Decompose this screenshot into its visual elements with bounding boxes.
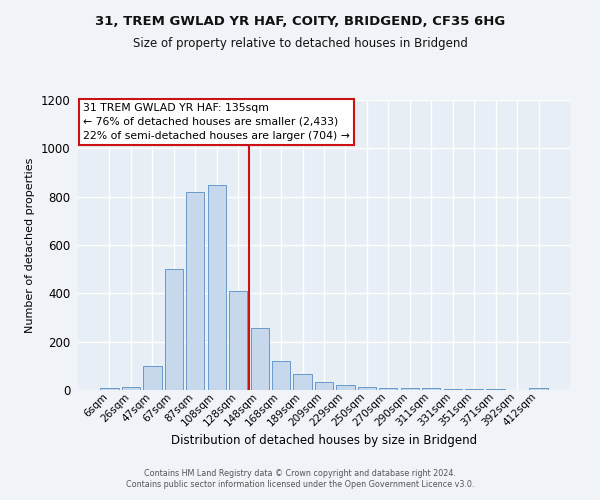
Text: Contains HM Land Registry data © Crown copyright and database right 2024.: Contains HM Land Registry data © Crown c… xyxy=(144,468,456,477)
Bar xyxy=(208,184,226,390)
Bar xyxy=(358,387,376,390)
Bar xyxy=(337,384,355,390)
Bar xyxy=(100,388,119,390)
Bar xyxy=(251,328,269,390)
Bar xyxy=(122,387,140,390)
Bar xyxy=(465,389,483,390)
Text: 31, TREM GWLAD YR HAF, COITY, BRIDGEND, CF35 6HG: 31, TREM GWLAD YR HAF, COITY, BRIDGEND, … xyxy=(95,15,505,28)
Y-axis label: Number of detached properties: Number of detached properties xyxy=(25,158,35,332)
Bar xyxy=(165,269,183,390)
Bar xyxy=(379,388,397,390)
Bar xyxy=(143,366,161,390)
X-axis label: Distribution of detached houses by size in Bridgend: Distribution of detached houses by size … xyxy=(171,434,477,447)
Bar xyxy=(293,374,311,390)
Bar xyxy=(443,389,462,390)
Text: 31 TREM GWLAD YR HAF: 135sqm
← 76% of detached houses are smaller (2,433)
22% of: 31 TREM GWLAD YR HAF: 135sqm ← 76% of de… xyxy=(83,103,350,141)
Bar xyxy=(401,388,419,390)
Bar xyxy=(529,388,548,390)
Bar xyxy=(487,389,505,390)
Bar xyxy=(315,382,333,390)
Text: Contains public sector information licensed under the Open Government Licence v3: Contains public sector information licen… xyxy=(126,480,474,489)
Bar xyxy=(422,388,440,390)
Text: Size of property relative to detached houses in Bridgend: Size of property relative to detached ho… xyxy=(133,38,467,51)
Bar xyxy=(272,361,290,390)
Bar xyxy=(229,291,247,390)
Bar xyxy=(186,192,205,390)
